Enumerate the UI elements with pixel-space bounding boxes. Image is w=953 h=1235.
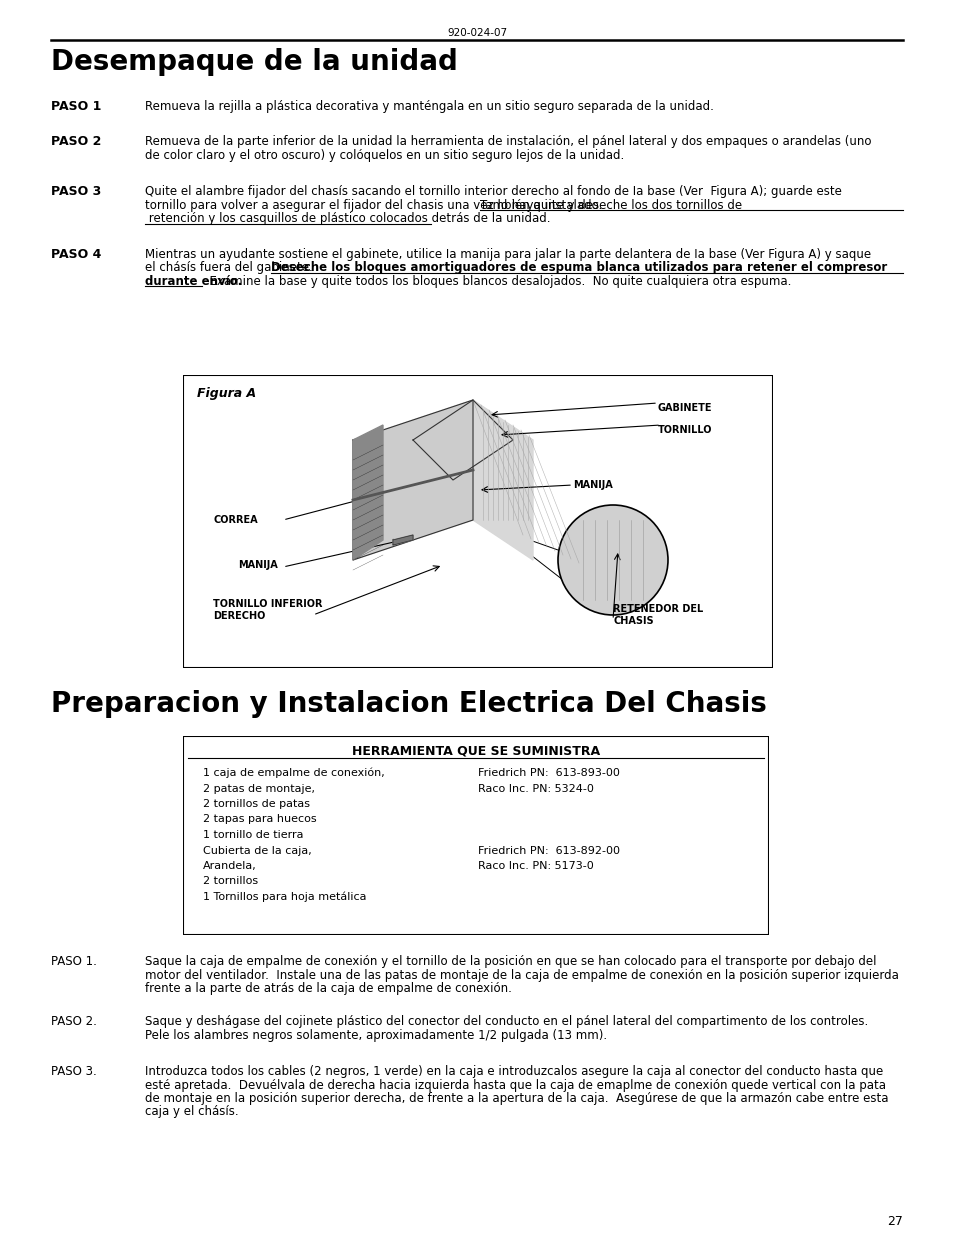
Polygon shape <box>353 400 473 559</box>
Text: caja y el chásís.: caja y el chásís. <box>145 1105 238 1119</box>
Text: Saque y deshágase del cojinete plástico del conector del conducto en el pánel la: Saque y deshágase del cojinete plástico … <box>145 1015 867 1028</box>
Text: MANIJA: MANIJA <box>573 480 612 490</box>
Text: Friedrich PN:  613-893-00: Friedrich PN: 613-893-00 <box>477 768 619 778</box>
Text: 2 tapas para huecos: 2 tapas para huecos <box>203 815 316 825</box>
Polygon shape <box>473 400 533 559</box>
Text: CORREA: CORREA <box>213 515 257 525</box>
Text: PASO 2: PASO 2 <box>51 135 101 148</box>
Text: Cubierta de la caja,: Cubierta de la caja, <box>203 846 312 856</box>
Text: Quite el alambre fijador del chasís sacando el tornillo interior derecho al fond: Quite el alambre fijador del chasís saca… <box>145 185 841 198</box>
Text: Examine la base y quite todos los bloques blancos desalojados.  No quite cualqui: Examine la base y quite todos los bloque… <box>202 275 791 288</box>
Text: motor del ventilador.  Instale una de las patas de montaje de la caja de empalme: motor del ventilador. Instale una de las… <box>145 968 898 982</box>
Text: TORNILLO: TORNILLO <box>658 425 712 435</box>
Text: 2 tornillos de patas: 2 tornillos de patas <box>203 799 310 809</box>
Text: Preparacion y Instalacion Electrica Del Chasis: Preparacion y Instalacion Electrica Del … <box>51 690 765 718</box>
Polygon shape <box>353 425 382 559</box>
Text: de montaje en la posición superior derecha, de frente a la apertura de la caja. : de montaje en la posición superior derec… <box>145 1092 887 1105</box>
Text: 2 patas de montaje,: 2 patas de montaje, <box>203 783 314 794</box>
Text: Introduzca todos los cables (2 negros, 1 verde) en la caja e introduzcalos asegu: Introduzca todos los cables (2 negros, 1… <box>145 1065 882 1078</box>
Text: de color claro y el otro oscuro) y colóquelos en un sitio seguro lejos de la uni: de color claro y el otro oscuro) y colóq… <box>145 148 623 162</box>
Text: Mientras un ayudante sostiene el gabinete, utilice Ia manija para jalar Ia parte: Mientras un ayudante sostiene el gabinet… <box>145 248 870 261</box>
Text: TORNILLO INFERIOR
DERECHO: TORNILLO INFERIOR DERECHO <box>213 599 322 621</box>
Text: durante envío.: durante envío. <box>145 275 242 288</box>
Text: 1 Tornillos para hoja metálica: 1 Tornillos para hoja metálica <box>203 892 366 903</box>
Text: 1 caja de empalme de conexión,: 1 caja de empalme de conexión, <box>203 768 384 778</box>
Text: PASO 3.: PASO 3. <box>51 1065 96 1078</box>
Text: Raco Inc. PN: 5324-0: Raco Inc. PN: 5324-0 <box>477 783 594 794</box>
Text: Deseche los bloques amortiguadores de espuma blanca utilizados para retener el c: Deseche los bloques amortiguadores de es… <box>272 262 887 274</box>
Text: tornillo para volver a asegurar el fijador del chasis una vez lo haya instalado.: tornillo para volver a asegurar el fijad… <box>145 199 871 211</box>
Text: Figura A: Figura A <box>196 387 255 400</box>
Text: 920-024-07: 920-024-07 <box>446 28 507 38</box>
Text: Desempaque de la unidad: Desempaque de la unidad <box>51 48 456 77</box>
Text: MANIJA: MANIJA <box>237 559 277 571</box>
Polygon shape <box>393 535 413 545</box>
Text: HERRAMIENTA QUE SE SUMINISTRA: HERRAMIENTA QUE SE SUMINISTRA <box>352 743 599 757</box>
Text: esté apretada.  Devuélvala de derecha hacia izquierda hasta que la caja de emapl: esté apretada. Devuélvala de derecha hac… <box>145 1078 885 1092</box>
Text: También quite y deseche los dos tornillos de: También quite y deseche los dos tornillo… <box>479 199 740 211</box>
Text: PASO 2.: PASO 2. <box>51 1015 96 1028</box>
Text: Pele los alambres negros solamente, aproximadamente 1/2 pulgada (13 mm).: Pele los alambres negros solamente, apro… <box>145 1029 606 1041</box>
Circle shape <box>558 505 667 615</box>
Text: Saque la caja de empalme de conexión y el tornillo de la posición en que se han : Saque la caja de empalme de conexión y e… <box>145 955 876 968</box>
Text: Arandela,: Arandela, <box>203 861 256 871</box>
Text: GABINETE: GABINETE <box>658 403 712 412</box>
Text: PASO 1: PASO 1 <box>51 100 101 112</box>
Text: RETENEDOR DEL
CHASIS: RETENEDOR DEL CHASIS <box>613 604 702 626</box>
Text: PASO 1.: PASO 1. <box>51 955 96 968</box>
Text: Remueva la rejilla a plástica decorativa y manténgala en un sitio seguro separad: Remueva la rejilla a plástica decorativa… <box>145 100 713 112</box>
Text: retención y los casquillos de plástico colocados detrás de la unidad.: retención y los casquillos de plástico c… <box>145 212 550 225</box>
Polygon shape <box>413 400 513 480</box>
Text: Friedrich PN:  613-892-00: Friedrich PN: 613-892-00 <box>477 846 619 856</box>
Text: el chásís fuera del gabinete.: el chásís fuera del gabinete. <box>145 262 320 274</box>
Text: PASO 3: PASO 3 <box>51 185 101 198</box>
Text: 27: 27 <box>886 1215 902 1228</box>
Text: tornillo para volver a asegurar el fijador del chasis una vez lo haya instalado.: tornillo para volver a asegurar el fijad… <box>145 199 609 211</box>
Text: Remueva de la parte inferior de la unidad la herramienta de instalación, el páne: Remueva de la parte inferior de la unida… <box>145 135 871 148</box>
Text: 2 tornillos: 2 tornillos <box>203 877 258 887</box>
Text: Raco Inc. PN: 5173-0: Raco Inc. PN: 5173-0 <box>477 861 593 871</box>
Text: frente a la parte de atrás de la caja de empalme de conexión.: frente a la parte de atrás de la caja de… <box>145 982 512 995</box>
Text: PASO 4: PASO 4 <box>51 248 101 261</box>
Text: 1 tornillo de tierra: 1 tornillo de tierra <box>203 830 303 840</box>
